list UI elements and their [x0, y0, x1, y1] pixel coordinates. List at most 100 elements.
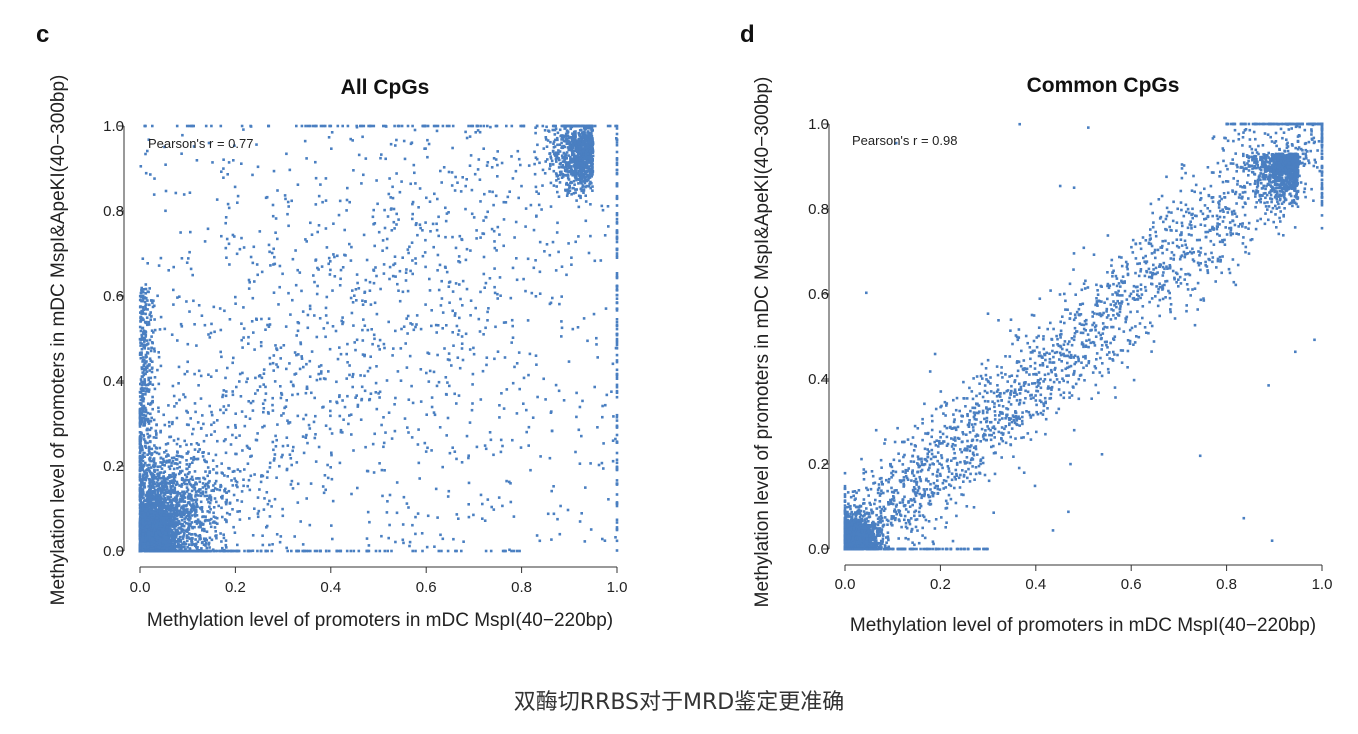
- scatter-point: [372, 222, 375, 226]
- scatter-point: [180, 546, 184, 549]
- scatter-point: [197, 304, 201, 307]
- scatter-point: [349, 549, 353, 553]
- scatter-point: [178, 461, 182, 464]
- scatter-point: [208, 505, 211, 509]
- scatter-point: [508, 190, 511, 193]
- scatter-point: [313, 436, 317, 440]
- scatter-point: [331, 325, 335, 328]
- scatter-point: [142, 529, 145, 533]
- scatter-point: [157, 382, 161, 386]
- scatter-point: [410, 384, 413, 388]
- scatter-point: [164, 531, 168, 534]
- scatter-point: [195, 514, 199, 517]
- scatter-point: [241, 371, 244, 375]
- scatter-point: [142, 345, 146, 349]
- scatter-point: [253, 507, 256, 510]
- scatter-point: [201, 482, 205, 485]
- scatter-point: [163, 510, 167, 514]
- scatter-point: [304, 413, 308, 417]
- scatter-point: [236, 499, 239, 502]
- scatter-point: [169, 474, 172, 478]
- scatter-point: [153, 504, 157, 507]
- scatter-point: [168, 531, 171, 535]
- scatter-point: [149, 540, 152, 543]
- scatter-point: [225, 546, 228, 549]
- scatter-point: [478, 330, 482, 333]
- scatter-point: [150, 346, 153, 350]
- scatter-point: [145, 468, 149, 471]
- scatter-point: [213, 430, 216, 433]
- scatter-point: [436, 269, 439, 272]
- scatter-point: [242, 484, 245, 488]
- scatter-point: [143, 419, 146, 423]
- scatter-point: [222, 536, 226, 540]
- scatter-point: [147, 436, 150, 439]
- scatter-point: [361, 339, 365, 342]
- scatter-point: [170, 501, 174, 505]
- scatter-point: [139, 356, 143, 360]
- scatter-point: [382, 272, 386, 275]
- scatter-point: [148, 419, 152, 423]
- scatter-point: [150, 505, 154, 509]
- scatter-point: [157, 406, 160, 410]
- scatter-point: [262, 372, 266, 375]
- scatter-point: [167, 465, 171, 469]
- scatter-point: [199, 507, 203, 510]
- scatter-point: [204, 542, 208, 545]
- scatter-point: [165, 455, 168, 458]
- scatter-point: [138, 431, 142, 434]
- scatter-point: [155, 526, 158, 529]
- scatter-point: [351, 139, 354, 142]
- scatter-point: [162, 549, 165, 553]
- scatter-point: [203, 529, 206, 533]
- scatter-point: [391, 185, 394, 189]
- scatter-point: [215, 549, 219, 553]
- scatter-point: [167, 491, 170, 494]
- scatter-point: [324, 306, 328, 310]
- scatter-point: [196, 540, 200, 544]
- scatter-point: [173, 462, 176, 465]
- scatter-point: [141, 299, 145, 302]
- scatter-point: [161, 486, 165, 490]
- scatter-point: [296, 183, 300, 186]
- scatter-point: [319, 372, 323, 375]
- scatter-point: [259, 344, 263, 348]
- scatter-point: [143, 332, 147, 336]
- scatter-point: [185, 536, 189, 539]
- scatter-point: [156, 368, 159, 372]
- scatter-point: [221, 395, 224, 399]
- scatter-point: [140, 337, 144, 340]
- scatter-point: [175, 505, 178, 509]
- scatter-point: [372, 208, 375, 212]
- scatter-point: [138, 458, 142, 461]
- scatter-point: [486, 161, 490, 164]
- scatter-point: [288, 168, 292, 172]
- scatter-point: [142, 329, 146, 333]
- scatter-point: [284, 405, 288, 408]
- scatter-point: [153, 350, 156, 353]
- scatter-point: [156, 492, 160, 496]
- scatter-point: [389, 196, 392, 199]
- scatter-point: [158, 446, 162, 450]
- scatter-point: [140, 511, 144, 514]
- scatter-point: [146, 432, 149, 436]
- scatter-point: [162, 498, 166, 501]
- scatter-point: [537, 203, 541, 207]
- scatter-point: [424, 221, 427, 224]
- scatter-point: [168, 424, 171, 428]
- scatter-point: [140, 487, 143, 491]
- scatter-point: [145, 539, 148, 542]
- scatter-point: [153, 527, 156, 531]
- scatter-point: [146, 290, 150, 293]
- scatter-point: [195, 549, 199, 553]
- scatter-point: [181, 497, 185, 501]
- scatter-point: [362, 233, 366, 237]
- scatter-point: [305, 433, 308, 437]
- scatter-point: [149, 359, 153, 363]
- scatter-point: [313, 396, 316, 400]
- scatter-point: [396, 282, 399, 286]
- scatter-point: [158, 537, 161, 541]
- scatter-point: [310, 233, 314, 236]
- scatter-point: [167, 506, 170, 509]
- scatter-point: [287, 205, 290, 208]
